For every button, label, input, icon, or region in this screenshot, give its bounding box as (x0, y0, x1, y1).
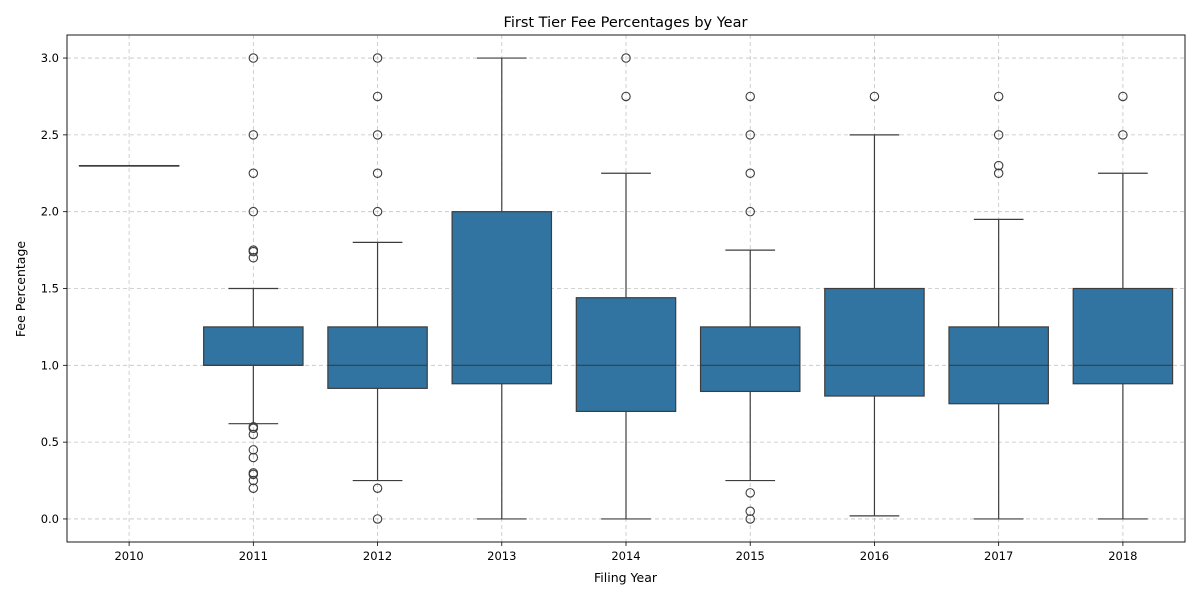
y-axis-label: Fee Percentage (13, 241, 28, 337)
outlier-point (993, 91, 1004, 102)
iqr-box (451, 211, 553, 385)
outlier-point (372, 206, 383, 217)
outlier-point (372, 91, 383, 102)
iqr-box (824, 287, 925, 397)
iqr-box (699, 326, 801, 393)
outlier-point (248, 246, 259, 257)
iqr-box (327, 326, 428, 389)
outlier-point (745, 206, 755, 217)
outlier-point (1118, 91, 1128, 102)
outlier-point (621, 91, 631, 102)
chart-title: First Tier Fee Percentages by Year (504, 15, 748, 31)
x-axis-label: Filing Year (594, 570, 658, 585)
plot-frame (66, 34, 1186, 543)
box-2016 (824, 91, 925, 517)
outlier-point (372, 514, 383, 524)
axes-layer: 0.0 0.5 1.0 1.5 2.0 2.5 3.0 2010 2011 2012 2013 201… (41, 34, 1186, 563)
outlier-point (248, 469, 259, 480)
x-tick-label: 2015 (736, 549, 765, 563)
box-2014 (575, 53, 677, 520)
outlier-point (869, 91, 880, 102)
outlier-point (248, 130, 259, 140)
outlier-point (993, 130, 1004, 140)
x-tick-label: 2018 (1108, 549, 1137, 563)
outlier-point (248, 53, 259, 63)
box-2010 (78, 164, 180, 167)
outlier-point (372, 168, 383, 179)
x-tick-label: 2017 (984, 549, 1013, 563)
box-2012 (327, 53, 428, 524)
outlier-point (372, 130, 383, 140)
outlier-point (745, 130, 755, 140)
x-tick-label: 2016 (860, 549, 889, 563)
outlier-point (248, 429, 259, 440)
outlier-point (248, 423, 259, 434)
x-tick-label: 2014 (611, 549, 640, 563)
y-tick-label: 2.5 (41, 128, 59, 142)
box-2015 (699, 91, 801, 524)
boxes-layer (78, 53, 1174, 524)
outlier-point (993, 160, 1004, 171)
y-tick-label: 1.5 (41, 282, 59, 296)
outlier-point (248, 206, 259, 217)
x-tick-label: 2012 (363, 549, 392, 563)
outlier-point (248, 168, 259, 179)
outlier-point (1118, 130, 1128, 140)
outlier-point (248, 475, 259, 486)
iqr-box (1072, 287, 1174, 385)
outlier-point (248, 452, 259, 463)
outlier-point (745, 514, 755, 524)
outlier-point (745, 91, 755, 102)
outlier-point (993, 168, 1004, 179)
y-tick-label: 0.0 (41, 512, 59, 526)
y-tick-label: 1.0 (41, 358, 59, 372)
outlier-point (372, 483, 383, 493)
box-2011 (203, 53, 304, 493)
outlier-point (372, 53, 383, 63)
x-tick-label: 2013 (487, 549, 516, 563)
box-2013 (451, 57, 553, 520)
outlier-point (248, 253, 259, 263)
outlier-point (745, 488, 755, 498)
iqr-box (575, 297, 677, 413)
outlier-point (621, 53, 631, 63)
outlier-point (248, 483, 259, 493)
outlier-point (248, 445, 259, 455)
x-tick-label: 2011 (239, 549, 268, 563)
y-tick-label: 3.0 (41, 51, 59, 65)
outlier-point (745, 506, 755, 517)
box-2017 (948, 91, 1049, 520)
outlier-point (745, 168, 755, 179)
y-tick-label: 0.5 (41, 435, 59, 449)
y-tick-label: 2.0 (41, 205, 59, 219)
x-tick-label: 2010 (114, 549, 143, 563)
box-2018 (1072, 91, 1174, 520)
iqr-box (203, 326, 304, 366)
